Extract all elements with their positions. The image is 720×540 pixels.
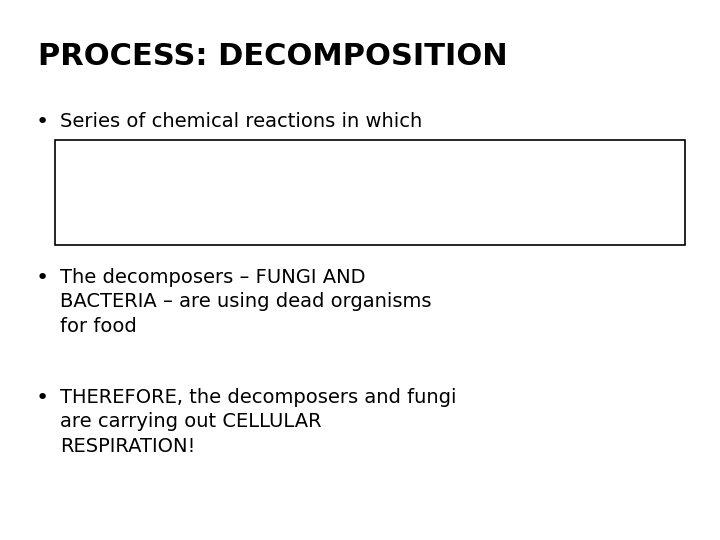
Text: THEREFORE, the decomposers and fungi
are carrying out CELLULAR
RESPIRATION!: THEREFORE, the decomposers and fungi are… <box>60 388 456 456</box>
Text: Series of chemical reactions in which: Series of chemical reactions in which <box>60 112 422 131</box>
Text: PROCESS: DECOMPOSITION: PROCESS: DECOMPOSITION <box>38 42 508 71</box>
Text: •: • <box>36 112 49 132</box>
Text: The decomposers – FUNGI AND
BACTERIA – are using dead organisms
for food: The decomposers – FUNGI AND BACTERIA – a… <box>60 268 431 335</box>
Bar <box>55 140 685 245</box>
Text: •: • <box>36 388 49 408</box>
Text: •: • <box>36 268 49 288</box>
